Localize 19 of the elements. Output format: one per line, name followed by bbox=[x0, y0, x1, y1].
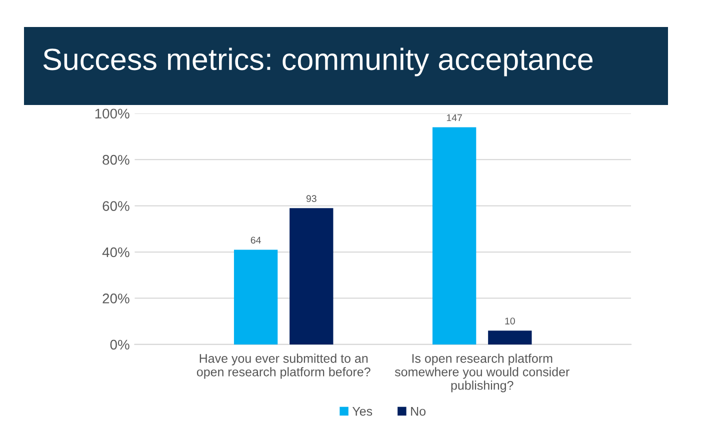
y-tick-label: 80% bbox=[102, 154, 130, 165]
annotation: 10 bbox=[505, 318, 515, 324]
y-tick-label: 60% bbox=[102, 201, 130, 211]
y-tick-label: 20% bbox=[102, 294, 130, 304]
legend-label: Yes bbox=[352, 406, 372, 416]
annotation: 147 bbox=[446, 114, 462, 122]
bar bbox=[488, 330, 532, 344]
bar bbox=[290, 208, 334, 344]
y-tick-label: 40% bbox=[102, 247, 130, 258]
legend-label: No bbox=[411, 406, 426, 416]
x-tick-label: Is open research platform somewhere you would consider publishing? bbox=[394, 354, 570, 392]
y-tick-label: 100% bbox=[95, 108, 130, 119]
bar bbox=[234, 250, 278, 344]
bar bbox=[432, 127, 476, 344]
y-tick-label: 0% bbox=[110, 340, 130, 350]
annotation: 93 bbox=[306, 195, 316, 202]
x-tick-label: Have you ever submitted to an open research platform before? bbox=[196, 354, 370, 379]
chart-title: Success metrics: community acceptance bbox=[43, 48, 593, 76]
annotation: 64 bbox=[250, 236, 261, 244]
